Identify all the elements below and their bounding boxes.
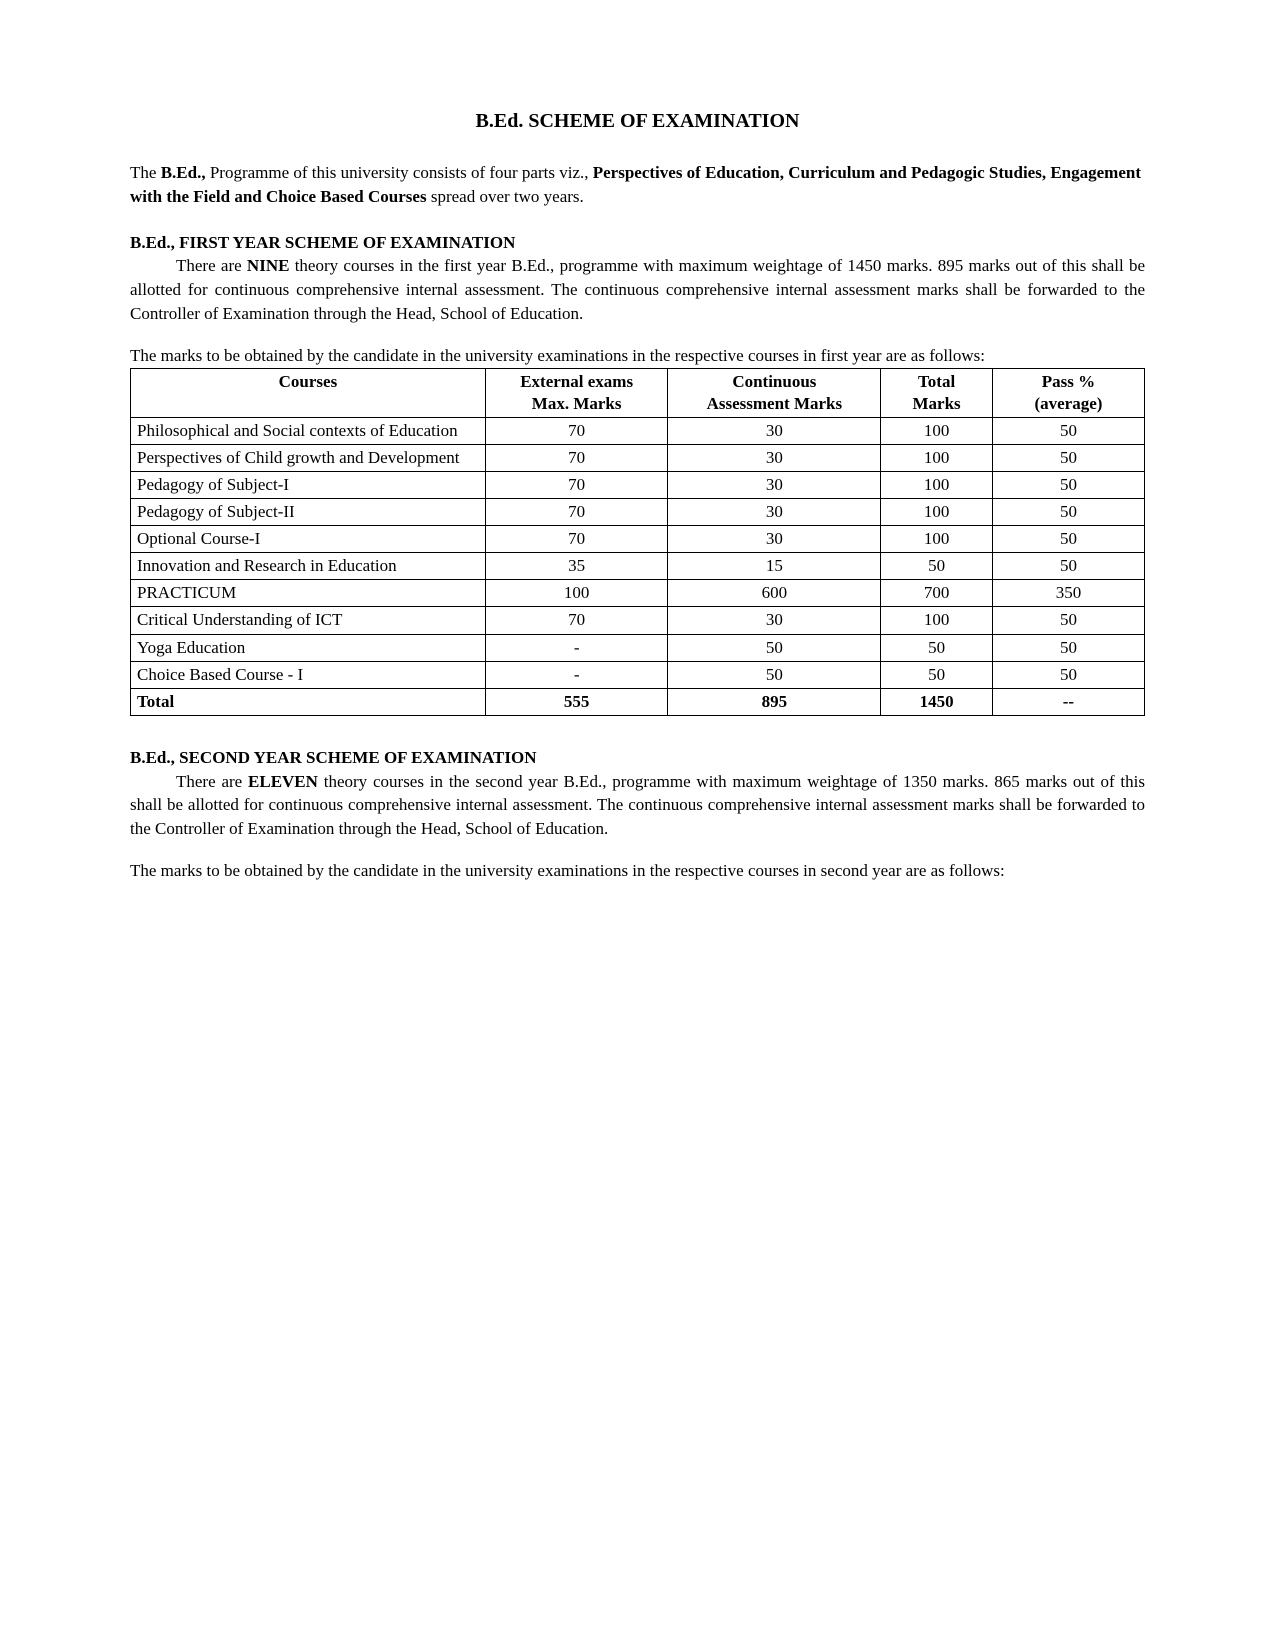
first-year-heading: B.Ed., FIRST YEAR SCHEME OF EXAMINATION [130, 231, 1145, 255]
table-header-row: Courses External exams Max. Marks Contin… [131, 368, 1145, 417]
first-year-para1: There are NINE theory courses in the fir… [130, 254, 1145, 325]
intro-text: Programme of this university consists of… [206, 163, 593, 182]
cell-pass: 50 [992, 553, 1144, 580]
cell-total: 50 [881, 553, 993, 580]
table-total-row: Total5558951450-- [131, 688, 1145, 715]
th-line: Pass % [1042, 372, 1095, 391]
cell-total: 100 [881, 499, 993, 526]
cell-pass: -- [992, 688, 1144, 715]
second-year-heading: B.Ed., SECOND YEAR SCHEME OF EXAMINATION [130, 746, 1145, 770]
cell-course: Choice Based Course - I [131, 661, 486, 688]
th-pass: Pass % (average) [992, 368, 1144, 417]
th-courses: Courses [131, 368, 486, 417]
cell-cont: 30 [668, 471, 881, 498]
cell-course: Critical Understanding of ICT [131, 607, 486, 634]
table-row: Perspectives of Child growth and Develop… [131, 444, 1145, 471]
cell-ext: 555 [485, 688, 668, 715]
para-text: There are [176, 772, 248, 791]
cell-course: Philosophical and Social contexts of Edu… [131, 417, 486, 444]
cell-total: 50 [881, 634, 993, 661]
intro-text: The [130, 163, 161, 182]
cell-course: PRACTICUM [131, 580, 486, 607]
cell-total: 700 [881, 580, 993, 607]
cell-ext: - [485, 661, 668, 688]
intro-bold-1: B.Ed., [161, 163, 206, 182]
document-page: B.Ed. SCHEME OF EXAMINATION The B.Ed., P… [0, 0, 1275, 1650]
table-row: Yoga Education-505050 [131, 634, 1145, 661]
cell-cont: 50 [668, 661, 881, 688]
intro-text: spread over two years. [427, 187, 584, 206]
cell-ext: 70 [485, 607, 668, 634]
table-row: Philosophical and Social contexts of Edu… [131, 417, 1145, 444]
th-line: Marks [913, 394, 961, 413]
th-external: External exams Max. Marks [485, 368, 668, 417]
cell-course: Total [131, 688, 486, 715]
cell-cont: 15 [668, 553, 881, 580]
cell-total: 100 [881, 417, 993, 444]
table-row: Innovation and Research in Education3515… [131, 553, 1145, 580]
table-row: Optional Course-I703010050 [131, 526, 1145, 553]
cell-cont: 50 [668, 634, 881, 661]
table-row: Pedagogy of Subject-II703010050 [131, 499, 1145, 526]
cell-total: 100 [881, 444, 993, 471]
cell-total: 1450 [881, 688, 993, 715]
cell-course: Pedagogy of Subject-I [131, 471, 486, 498]
second-year-para1: There are ELEVEN theory courses in the s… [130, 770, 1145, 841]
cell-course: Yoga Education [131, 634, 486, 661]
cell-cont: 600 [668, 580, 881, 607]
cell-cont: 30 [668, 526, 881, 553]
intro-paragraph: The B.Ed., Programme of this university … [130, 161, 1145, 209]
cell-pass: 350 [992, 580, 1144, 607]
cell-pass: 50 [992, 634, 1144, 661]
cell-total: 100 [881, 526, 993, 553]
table-row: PRACTICUM100600700350 [131, 580, 1145, 607]
th-line: Total [918, 372, 955, 391]
cell-cont: 895 [668, 688, 881, 715]
cell-course: Perspectives of Child growth and Develop… [131, 444, 486, 471]
table-row: Pedagogy of Subject-I703010050 [131, 471, 1145, 498]
th-continuous: Continuous Assessment Marks [668, 368, 881, 417]
table-row: Critical Understanding of ICT703010050 [131, 607, 1145, 634]
cell-ext: 70 [485, 417, 668, 444]
th-line: Max. Marks [532, 394, 622, 413]
page-title: B.Ed. SCHEME OF EXAMINATION [130, 110, 1145, 133]
cell-course: Pedagogy of Subject-II [131, 499, 486, 526]
cell-cont: 30 [668, 499, 881, 526]
cell-cont: 30 [668, 607, 881, 634]
cell-ext: 100 [485, 580, 668, 607]
th-total: Total Marks [881, 368, 993, 417]
th-line: External exams [520, 372, 633, 391]
cell-cont: 30 [668, 444, 881, 471]
cell-total: 100 [881, 607, 993, 634]
cell-pass: 50 [992, 661, 1144, 688]
cell-ext: 70 [485, 444, 668, 471]
th-line: Assessment Marks [707, 394, 843, 413]
first-year-para2: The marks to be obtained by the candidat… [130, 344, 1145, 368]
cell-ext: 70 [485, 499, 668, 526]
cell-pass: 50 [992, 526, 1144, 553]
cell-pass: 50 [992, 444, 1144, 471]
cell-pass: 50 [992, 499, 1144, 526]
cell-ext: - [485, 634, 668, 661]
cell-course: Innovation and Research in Education [131, 553, 486, 580]
para-bold: NINE [247, 256, 290, 275]
second-year-para2: The marks to be obtained by the candidat… [130, 859, 1145, 883]
marks-table: Courses External exams Max. Marks Contin… [130, 368, 1145, 716]
cell-course: Optional Course-I [131, 526, 486, 553]
cell-pass: 50 [992, 471, 1144, 498]
cell-pass: 50 [992, 607, 1144, 634]
para-text: There are [176, 256, 247, 275]
cell-pass: 50 [992, 417, 1144, 444]
cell-total: 100 [881, 471, 993, 498]
cell-cont: 30 [668, 417, 881, 444]
th-line: (average) [1034, 394, 1102, 413]
para-bold: ELEVEN [248, 772, 318, 791]
cell-total: 50 [881, 661, 993, 688]
cell-ext: 70 [485, 526, 668, 553]
th-line: Continuous [732, 372, 816, 391]
cell-ext: 35 [485, 553, 668, 580]
cell-ext: 70 [485, 471, 668, 498]
table-row: Choice Based Course - I-505050 [131, 661, 1145, 688]
